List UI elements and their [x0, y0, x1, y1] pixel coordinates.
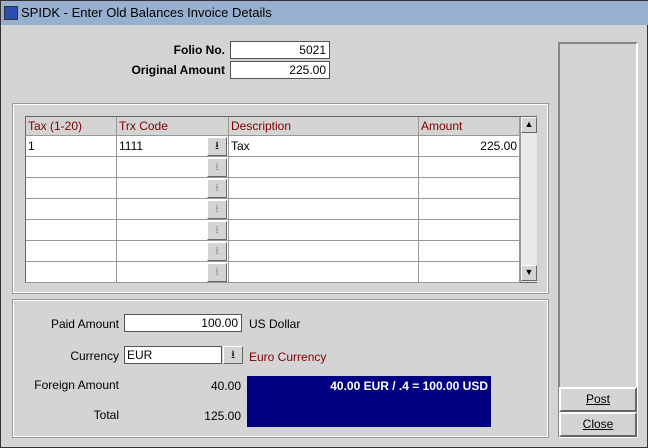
cell-description[interactable] [229, 199, 419, 220]
original-amount-field[interactable]: 225.00 [230, 61, 330, 79]
paid-amount-field[interactable]: 100.00 [124, 314, 242, 332]
cell-amount[interactable] [419, 199, 520, 220]
total-value: 125.00 [204, 409, 241, 423]
paid-currency-label: US Dollar [249, 317, 301, 331]
paid-amount-label: Paid Amount [50, 317, 119, 331]
tax-grid: Tax (1-20) Trx Code Description Amount ▲… [25, 116, 537, 283]
grid-scrollbar[interactable]: ▲ ▼ [520, 117, 537, 282]
cell-trx-code[interactable] [117, 220, 229, 241]
currency-field[interactable]: EUR [124, 346, 222, 364]
trx-code-dropdown-icon[interactable]: ⭳ [207, 137, 227, 156]
cell-trx-code[interactable] [117, 178, 229, 199]
title-bar: SPIDK - Enter Old Balances Invoice Detai… [1, 1, 648, 25]
cell-trx-code[interactable] [117, 199, 229, 220]
post-button[interactable]: Post [559, 387, 637, 412]
trx-code-dropdown-icon[interactable]: ⭳ [207, 221, 227, 240]
cell-description[interactable] [229, 178, 419, 199]
col-header-amount[interactable]: Amount [419, 117, 520, 136]
total-label: Total [93, 408, 119, 422]
cell-tax[interactable] [26, 241, 117, 262]
cell-amount[interactable] [419, 157, 520, 178]
cell-tax[interactable] [26, 178, 117, 199]
currency-description: Euro Currency [249, 350, 327, 364]
close-label: Close [582, 417, 614, 431]
cell-tax[interactable] [26, 199, 117, 220]
cell-tax[interactable]: 1 [26, 136, 117, 157]
trx-code-dropdown-icon[interactable]: ⭳ [207, 179, 227, 198]
cell-description[interactable]: Tax [229, 136, 419, 157]
folio-field[interactable]: 5021 [230, 41, 330, 59]
cell-trx-code[interactable] [117, 157, 229, 178]
cell-tax[interactable] [26, 157, 117, 178]
trx-code-dropdown-icon[interactable]: ⭳ [207, 263, 227, 282]
close-button[interactable]: Close [559, 412, 637, 437]
cell-amount[interactable]: 225.00 [419, 136, 520, 157]
scroll-down-icon[interactable]: ▼ [521, 265, 537, 281]
tax-grid-group [12, 103, 549, 294]
foreign-amount-value: 40.00 [210, 379, 241, 393]
cell-tax[interactable] [26, 220, 117, 241]
trx-code-dropdown-icon[interactable]: ⭳ [207, 200, 227, 219]
col-header-description[interactable]: Description [229, 117, 419, 136]
trx-code-dropdown-icon[interactable]: ⭳ [207, 158, 227, 177]
col-header-tax[interactable]: Tax (1-20) [26, 117, 117, 136]
conversion-panel: 40.00 EUR / .4 = 100.00 USD [247, 376, 491, 427]
scroll-up-icon[interactable]: ▲ [521, 117, 537, 133]
cell-amount[interactable] [419, 262, 520, 283]
cell-trx-code[interactable]: 1111 [117, 136, 229, 157]
post-label: Post [585, 392, 610, 406]
cell-amount[interactable] [419, 220, 520, 241]
cell-tax[interactable] [26, 262, 117, 283]
folio-label: Folio No. [173, 43, 225, 57]
cell-trx-code[interactable] [117, 241, 229, 262]
button-panel [558, 42, 638, 438]
payment-group [12, 299, 549, 438]
currency-dropdown-icon[interactable]: ⭳ [223, 346, 243, 364]
cell-amount[interactable] [419, 178, 520, 199]
cell-description[interactable] [229, 220, 419, 241]
cell-description[interactable] [229, 241, 419, 262]
original-amount-label: Original Amount [131, 63, 225, 77]
col-header-trx-code[interactable]: Trx Code [117, 117, 229, 136]
window-title: SPIDK - Enter Old Balances Invoice Detai… [21, 5, 272, 20]
currency-label: Currency [70, 349, 119, 363]
cell-amount[interactable] [419, 241, 520, 262]
app-icon [4, 6, 18, 20]
foreign-amount-label: Foreign Amount [34, 378, 119, 392]
cell-description[interactable] [229, 157, 419, 178]
cell-trx-code[interactable] [117, 262, 229, 283]
cell-description[interactable] [229, 262, 419, 283]
trx-code-dropdown-icon[interactable]: ⭳ [207, 242, 227, 261]
